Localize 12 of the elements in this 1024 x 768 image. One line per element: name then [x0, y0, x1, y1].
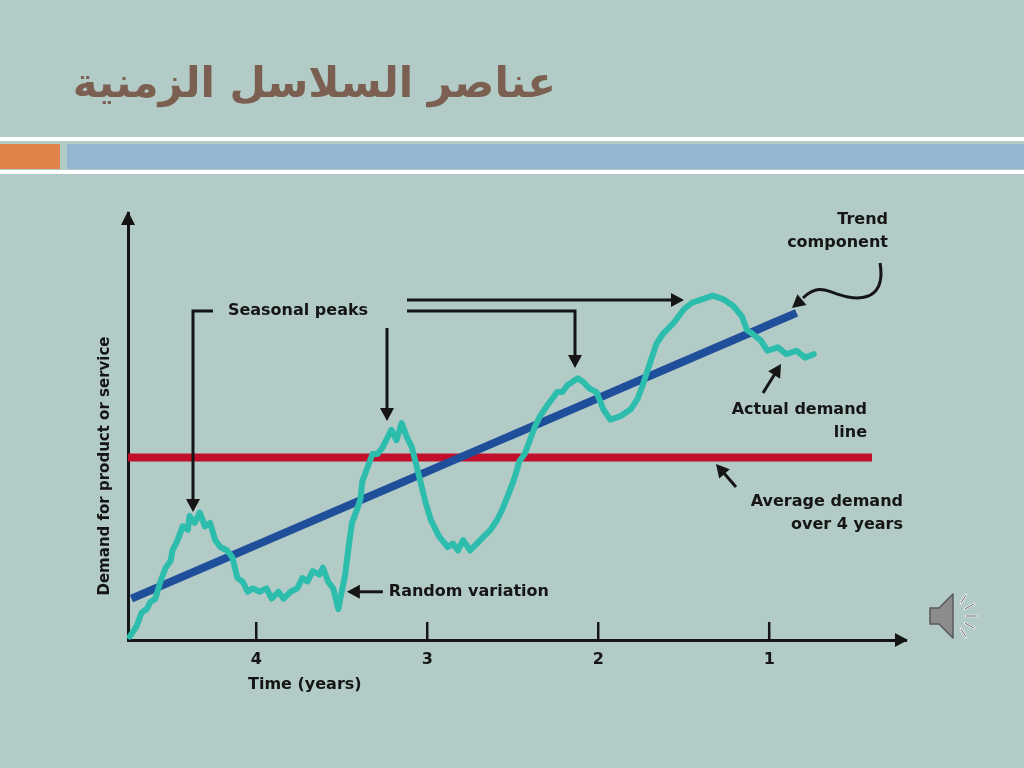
- text: Trend component: [787, 209, 889, 252]
- x-tick-label: 2: [592, 648, 604, 668]
- x-tick-label: 3: [421, 648, 433, 668]
- annotation: Actual demand line: [731, 399, 868, 442]
- annotation: Seasonal peaks: [227, 300, 369, 320]
- y-axis-title: Demand for product or service: [94, 336, 113, 596]
- annotation: Random variation: [388, 580, 549, 600]
- chart-title: عناصر السلاسل الزمنية: [72, 58, 556, 109]
- ref-line-label: Average demand over 4 years: [750, 491, 903, 534]
- x-tick-label: 4: [250, 648, 262, 668]
- x-tick-label: 1: [763, 648, 775, 668]
- x-axis-title: Time (years): [248, 674, 362, 694]
